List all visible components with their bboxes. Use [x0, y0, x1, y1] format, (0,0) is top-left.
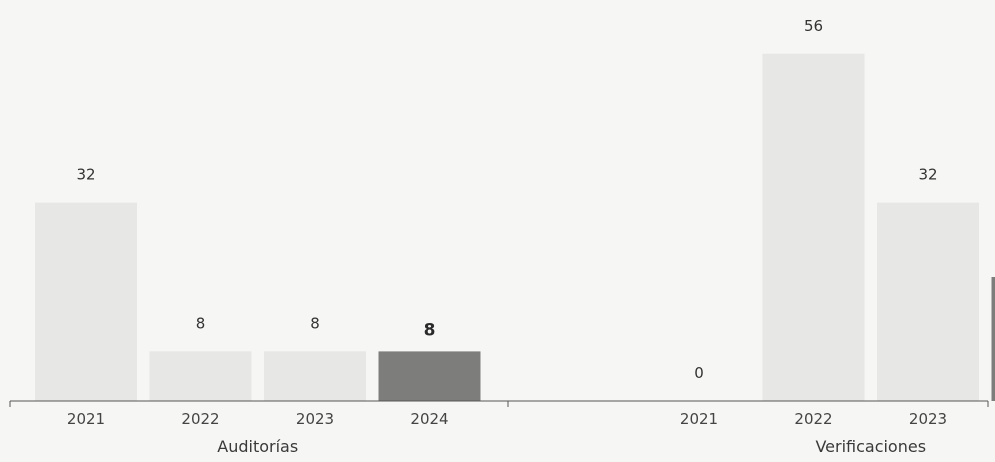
data-label: 56: [804, 17, 823, 35]
bar-auditorías-2022: [149, 351, 252, 401]
x-tick-label: 2021: [67, 410, 105, 428]
data-label: 8: [424, 320, 436, 340]
bar-verificaciones-2024: [991, 277, 995, 401]
data-label: 8: [310, 314, 320, 332]
group-label: Verificaciones: [815, 437, 926, 456]
x-tick-label: 2022: [181, 410, 219, 428]
x-tick-label: 2023: [296, 410, 334, 428]
bar-verificaciones-2023: [877, 202, 979, 401]
data-label: 8: [196, 314, 206, 332]
x-tick-label: 2024: [410, 410, 448, 428]
x-tick-label: 2022: [794, 410, 832, 428]
bars-layer: [9, 53, 995, 407]
x-tick-label: 2023: [909, 410, 947, 428]
data-label: 32: [76, 166, 95, 184]
labels-layer: 32 2021 8 2022 8 2023 8 2024 Auditorías 0 2021 56 20…: [67, 17, 947, 456]
x-tick-label: 2021: [680, 410, 718, 428]
data-label: 0: [694, 364, 704, 382]
bar-auditorías-2021: [35, 202, 137, 401]
bar-auditorías-2024: [378, 351, 481, 401]
bar-auditorías-2023: [264, 351, 366, 401]
data-label: 32: [918, 166, 937, 184]
bar-verificaciones-2022: [762, 53, 865, 402]
group-label: Auditorías: [217, 437, 298, 456]
